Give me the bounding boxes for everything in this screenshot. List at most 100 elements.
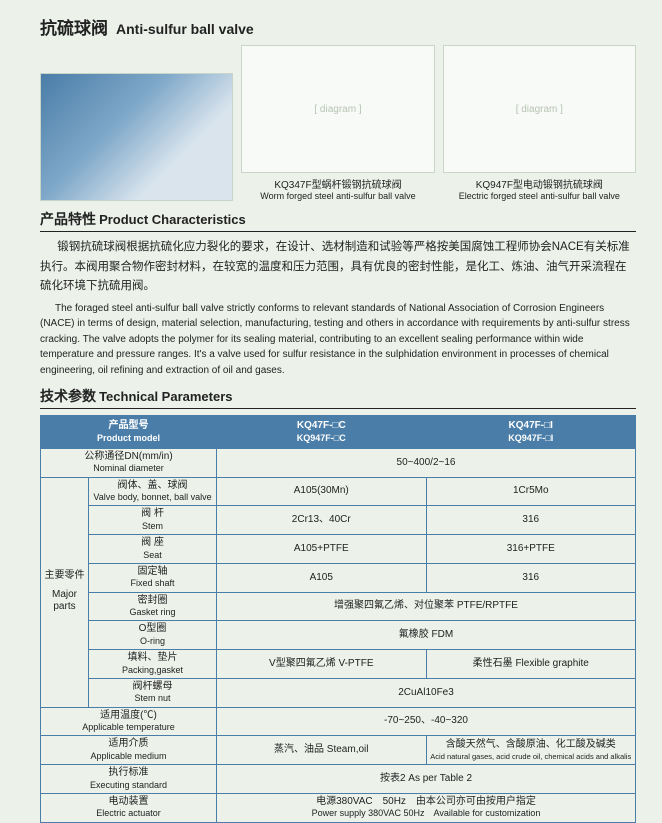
row-label: 适用介质 Applicable medium: [41, 736, 217, 765]
val-en: Acid natural gases, acid crude oil, chem…: [430, 752, 633, 761]
row-label: 阀 杆 Stem: [89, 506, 217, 535]
label-cn: 阀 座: [141, 537, 164, 548]
table-row: 公称通径DN(mm/in) Nominal diameter 50~400/2~…: [41, 448, 636, 477]
valve-photo: [40, 73, 233, 201]
row-value: 蒸汽、油品 Steam,oil: [217, 736, 426, 765]
row-value: 2Cr13、40Cr: [217, 506, 426, 535]
label-cn: 适用温度(℃): [100, 710, 157, 721]
section-cn: 技术参数: [40, 388, 96, 404]
label-en: Applicable temperature: [44, 722, 213, 733]
row-label: 阀 座 Seat: [89, 535, 217, 564]
label-en: Stem: [92, 521, 213, 532]
table-row: 执行标准 Executing standard 按表2 As per Table…: [41, 765, 636, 794]
description-en: The foraged steel anti-sulfur ball valve…: [40, 301, 636, 379]
label-cn: 适用介质: [109, 738, 149, 749]
row-label: 固定轴 Fixed shaft: [89, 563, 217, 592]
figure-photo: [40, 73, 233, 201]
val-en: Power supply 380VAC 50Hz Available for c…: [220, 808, 632, 819]
row-value: 316: [426, 506, 636, 535]
section-en: Technical Parameters: [99, 389, 232, 404]
label-en: Valve body, bonnet, ball valve: [92, 492, 213, 503]
row-value: 按表2 As per Table 2: [217, 765, 636, 794]
figure-row: [ diagram ] KQ347F型蜗杆锻钢抗硫球阀 Worm forged …: [40, 45, 636, 201]
diagram-worm: [ diagram ]: [241, 45, 434, 173]
section-characteristics-heading: 产品特性 Product Characteristics: [40, 209, 636, 232]
row-value: A105: [217, 563, 426, 592]
description-cn: 锻钢抗硫球阀根据抗硫化应力裂化的要求，在设计、选材制造和试验等严格按美国腐蚀工程…: [40, 238, 636, 297]
label-en: Electric actuator: [44, 808, 213, 819]
val-cn: 电源380VAC 50Hz 由本公司亦可由按用户指定: [316, 796, 536, 807]
label-en: Gasket ring: [92, 607, 213, 618]
group-en: Major parts: [44, 589, 85, 614]
table-row: 适用温度(℃) Applicable temperature -70~250、-…: [41, 707, 636, 736]
figure-diagram-worm: [ diagram ] KQ347F型蜗杆锻钢抗硫球阀 Worm forged …: [241, 45, 434, 201]
row-value: A105+PTFE: [217, 535, 426, 564]
group-major-parts: 主要零件 Major parts: [41, 477, 89, 707]
row-value: V型聚四氟乙烯 V-PTFE: [217, 650, 426, 679]
table-row: O型圈 O-ring 氟橡胶 FDM: [41, 621, 636, 650]
hdr-col2: KQ47F-□I KQ947F-□I: [426, 416, 636, 449]
caption-en: Worm forged steel anti-sulfur ball valve: [260, 191, 415, 201]
row-label: 执行标准 Executing standard: [41, 765, 217, 794]
hdr-model-cn: 产品型号: [109, 420, 149, 431]
row-label: 阀杆螺母 Stem nut: [89, 678, 217, 707]
hdr-model-en: Product model: [44, 433, 213, 444]
row-value: 柔性石墨 Flexible graphite: [426, 650, 636, 679]
row-label: 电动装置 Electric actuator: [41, 793, 217, 822]
title-cn: 抗硫球阀: [40, 14, 108, 39]
table-row: 阀 座 Seat A105+PTFE 316+PTFE: [41, 535, 636, 564]
section-cn: 产品特性: [40, 211, 96, 227]
hdr-c1a: KQ47F-□C: [297, 420, 346, 431]
title-en: Anti-sulfur ball valve: [116, 21, 254, 37]
table-row: 固定轴 Fixed shaft A105 316: [41, 563, 636, 592]
label-en: Executing standard: [44, 780, 213, 791]
row-label: 适用温度(℃) Applicable temperature: [41, 707, 217, 736]
parameters-table: 产品型号 Product model KQ47F-□C KQ947F-□C KQ…: [40, 415, 636, 823]
hdr-model: 产品型号 Product model: [41, 416, 217, 449]
label-en: Packing,gasket: [92, 665, 213, 676]
row-value: 含酸天然气、含酸原油、化工酸及碱类 Acid natural gases, ac…: [426, 736, 636, 765]
row-value: 316: [426, 563, 636, 592]
label-en: Stem nut: [92, 693, 213, 704]
group-cn: 主要零件: [44, 570, 85, 583]
label-en: Fixed shaft: [92, 578, 213, 589]
diagram-electric: [ diagram ]: [443, 45, 636, 173]
table-row: 密封圈 Gasket ring 增强聚四氟乙烯、对位聚苯 PTFE/RPTFE: [41, 592, 636, 621]
row-value: 316+PTFE: [426, 535, 636, 564]
label-cn: O型圈: [139, 623, 167, 634]
row-label: 阀体、盖、球阀 Valve body, bonnet, ball valve: [89, 477, 217, 506]
hdr-c1b: KQ947F-□C: [220, 433, 422, 444]
caption-cn: KQ347F型蜗杆锻钢抗硫球阀: [274, 176, 401, 191]
label-cn: 电动装置: [109, 796, 149, 807]
row-label: 填料、垫片 Packing,gasket: [89, 650, 217, 679]
label-cn: 公称通径DN(mm/in): [84, 451, 172, 462]
table-row: 阀 杆 Stem 2Cr13、40Cr 316: [41, 506, 636, 535]
label-cn: 固定轴: [138, 566, 168, 577]
caption-cn: KQ947F型电动锻钢抗硫球阀: [476, 176, 603, 191]
label-en: Applicable medium: [44, 751, 213, 762]
label-en: O-ring: [92, 636, 213, 647]
row-value: 1Cr5Mo: [426, 477, 636, 506]
section-en: Product Characteristics: [99, 212, 246, 227]
row-value: -70~250、-40~320: [217, 707, 636, 736]
row-label: 公称通径DN(mm/in) Nominal diameter: [41, 448, 217, 477]
table-header-row: 产品型号 Product model KQ47F-□C KQ947F-□C KQ…: [41, 416, 636, 449]
hdr-c2b: KQ947F-□I: [430, 433, 633, 444]
label-cn: 密封圈: [138, 595, 168, 606]
figure-diagram-electric: [ diagram ] KQ947F型电动锻钢抗硫球阀 Electric for…: [443, 45, 636, 201]
label-cn: 填料、垫片: [128, 652, 178, 663]
label-en: Nominal diameter: [44, 463, 213, 474]
hdr-col1: KQ47F-□C KQ947F-□C: [217, 416, 426, 449]
row-value: 氟橡胶 FDM: [217, 621, 636, 650]
caption-en: Electric forged steel anti-sulfur ball v…: [459, 191, 620, 201]
label-cn: 阀杆螺母: [133, 681, 173, 692]
table-row: 适用介质 Applicable medium 蒸汽、油品 Steam,oil 含…: [41, 736, 636, 765]
label-cn: 阀体、盖、球阀: [118, 480, 188, 491]
label-cn: 阀 杆: [141, 508, 164, 519]
row-value: A105(30Mn): [217, 477, 426, 506]
hdr-c2a: KQ47F-□I: [509, 420, 553, 431]
table-row: 主要零件 Major parts 阀体、盖、球阀 Valve body, bon…: [41, 477, 636, 506]
row-value: 电源380VAC 50Hz 由本公司亦可由按用户指定 Power supply …: [217, 793, 636, 822]
label-en: Seat: [92, 550, 213, 561]
row-value: 增强聚四氟乙烯、对位聚苯 PTFE/RPTFE: [217, 592, 636, 621]
